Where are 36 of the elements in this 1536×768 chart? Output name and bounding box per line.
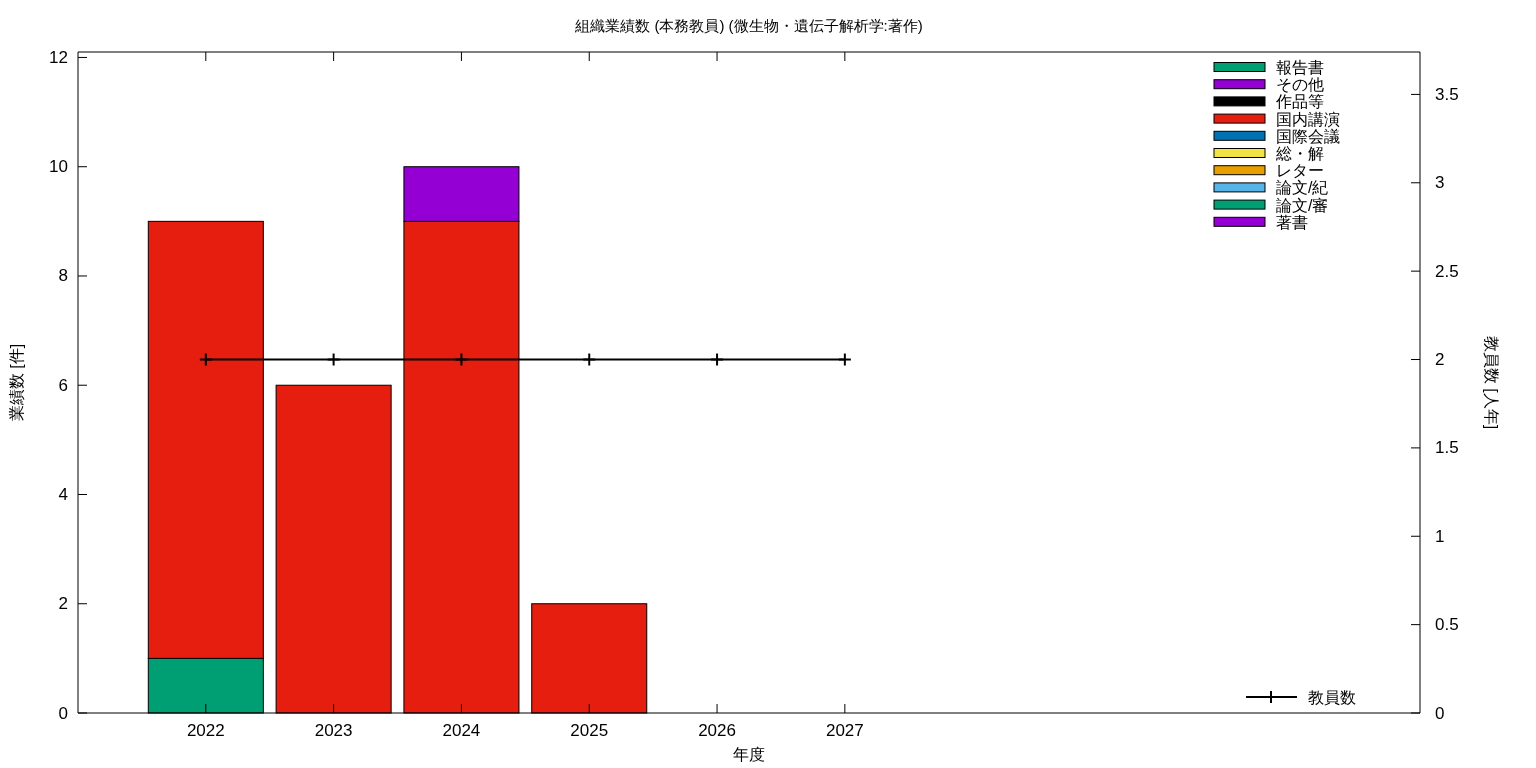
legend-label: 論文/審 (1276, 196, 1329, 214)
legend-label: 著書 (1276, 213, 1308, 231)
y2-tick-label: 1.5 (1435, 438, 1459, 458)
chart-title: 組織業績数 (本務教員) (微生物・遺伝子解析学:著作) (574, 17, 923, 34)
legend-label: その他 (1276, 76, 1324, 94)
legend-label: レター (1276, 162, 1324, 180)
legend-label: 報告書 (1276, 59, 1324, 76)
legend-label: 論文/紀 (1276, 179, 1329, 197)
legend-label: 総・解 (1275, 145, 1324, 162)
y2-tick-label: 3.5 (1435, 84, 1459, 104)
x-tick-label: 2027 (825, 721, 864, 740)
y2-tick-label: 1 (1435, 526, 1445, 546)
y-tick-label: 4 (58, 484, 68, 504)
y2-axis-title: 教員数 [人年] (1483, 335, 1500, 430)
y-tick-label: 12 (49, 47, 68, 67)
y-tick-label: 6 (58, 375, 68, 395)
y-axis-title: 業績数 [件] (8, 343, 25, 422)
x-tick-label: 2022 (186, 721, 225, 740)
y2-tick-label: 0.5 (1435, 615, 1459, 635)
x-tick-label: 2023 (314, 721, 353, 740)
y2-tick-label: 0 (1435, 703, 1445, 723)
y-tick-label: 10 (49, 157, 68, 177)
y2-tick-label: 2 (1435, 350, 1445, 370)
y2-tick-label: 2.5 (1435, 261, 1459, 281)
x-tick-label: 2025 (570, 721, 609, 740)
y2-tick-label: 3 (1435, 173, 1445, 193)
x-tick-label: 2024 (442, 721, 481, 740)
y-tick-label: 0 (58, 703, 68, 723)
legend-label: 国内講演 (1276, 110, 1340, 128)
legend-label: 作品等 (1275, 93, 1324, 111)
x-axis-title: 年度 (733, 746, 765, 763)
y-tick-label: 8 (58, 266, 68, 286)
legend-label: 教員数 (1308, 689, 1356, 706)
y-tick-label: 2 (58, 594, 68, 614)
legend-label: 国際会議 (1276, 127, 1340, 145)
x-tick-label: 2026 (698, 721, 736, 740)
